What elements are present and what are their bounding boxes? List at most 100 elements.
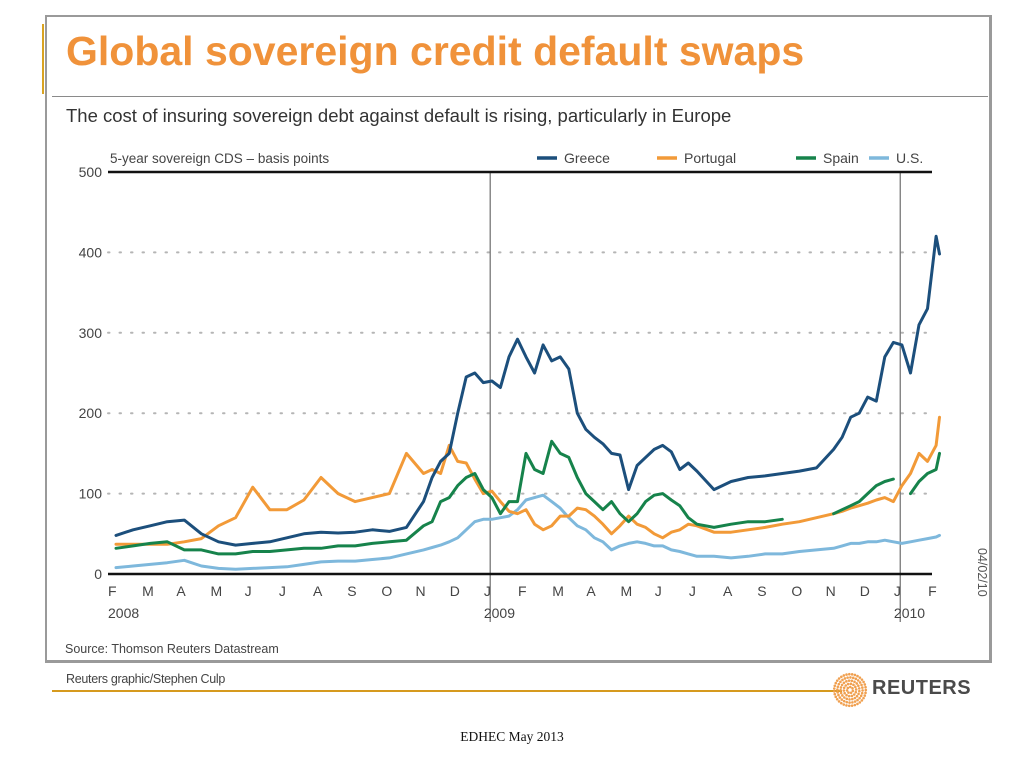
x-tick-label: A — [586, 583, 596, 599]
logo-dot — [847, 694, 851, 698]
x-tick-label: M — [621, 583, 633, 599]
chart-title: Global sovereign credit default swaps — [66, 28, 805, 74]
logo-dot — [842, 699, 846, 703]
logo-dot — [850, 704, 854, 707]
credit-rule — [52, 690, 842, 692]
x-tick-label: J — [689, 583, 696, 599]
logo-dot — [847, 679, 851, 682]
x-tick-label: O — [791, 583, 802, 599]
legend-item: Portugal — [657, 150, 736, 166]
legend-label: Spain — [823, 150, 859, 166]
x-tick-label: D — [860, 583, 870, 599]
logo-dot — [851, 701, 854, 704]
legend-item: Greece — [537, 150, 610, 166]
series-line-spain — [114, 439, 941, 556]
legend-item: U.S. — [869, 150, 923, 166]
logo-dot — [854, 690, 858, 694]
logo-dot — [844, 684, 848, 687]
source-note: Source: Thomson Reuters Datastream — [65, 642, 279, 656]
logo-dot — [837, 677, 841, 680]
x-tick-label: J — [894, 583, 901, 599]
logo-dot — [848, 701, 851, 704]
logo-dot — [847, 704, 851, 708]
logo-dot — [858, 696, 861, 700]
series-line-us — [114, 493, 941, 571]
logo-dot — [853, 696, 857, 700]
logo-dot — [849, 676, 852, 679]
reuters-dots-icon — [832, 672, 868, 708]
logo-dot — [860, 683, 863, 687]
x-tick-label: M — [552, 583, 564, 599]
logo-dot — [840, 675, 843, 679]
logo-dot — [857, 692, 860, 696]
y-axis-title: 5-year sovereign CDS – basis points — [110, 151, 329, 166]
x-year-label: 2008 — [108, 605, 139, 621]
logo-dot — [846, 682, 850, 686]
logo-dot — [861, 686, 864, 689]
logo-dot — [862, 696, 865, 700]
logo-dot — [853, 680, 856, 684]
logo-dot — [856, 674, 859, 678]
logo-dot — [840, 683, 844, 687]
logo-dot — [856, 679, 860, 682]
logo-dot — [858, 689, 861, 693]
logo-dot — [861, 689, 864, 692]
logo-dot — [836, 685, 840, 689]
logo-dot — [860, 678, 864, 681]
logo-dot — [839, 688, 842, 692]
logo-dot — [863, 683, 867, 686]
series-line-greece — [114, 234, 941, 547]
graphic-credit: Reuters graphic/Stephen Culp — [66, 672, 226, 686]
series-line-portugal — [114, 415, 941, 546]
logo-dot — [852, 693, 856, 696]
logo-dot — [850, 673, 854, 676]
x-tick-label: A — [723, 583, 733, 599]
logo-dot — [834, 695, 838, 699]
logo-dot — [837, 682, 841, 686]
logo-dot — [839, 701, 843, 705]
x-tick-label: D — [450, 583, 460, 599]
x-tick-label: O — [381, 583, 392, 599]
legend-item: Spain — [796, 150, 859, 166]
logo-dot — [851, 697, 854, 701]
accent-bar — [42, 24, 44, 94]
logo-dot — [851, 689, 855, 693]
logo-dot — [842, 686, 846, 690]
logo-dot — [839, 680, 842, 684]
logo-dot — [841, 694, 844, 697]
x-tick-label: M — [211, 583, 223, 599]
x-tick-label: J — [655, 583, 662, 599]
reuters-wordmark: REUTERS — [872, 677, 972, 699]
y-tick-label: 200 — [79, 405, 103, 421]
logo-dot — [847, 691, 850, 694]
logo-dot — [842, 703, 846, 706]
x-tick-label: N — [826, 583, 836, 599]
logo-dot — [845, 697, 849, 701]
x-tick-label: J — [245, 583, 252, 599]
logo-dot — [846, 686, 850, 690]
y-tick-label: 400 — [79, 244, 103, 260]
logo-dot — [832, 687, 836, 690]
logo-dot — [834, 681, 838, 685]
logo-dot — [856, 698, 859, 702]
x-tick-label: J — [484, 583, 491, 599]
logo-dot — [835, 679, 839, 682]
logo-dot — [843, 677, 847, 680]
y-tick-label: 300 — [79, 325, 103, 341]
logo-dot — [858, 681, 862, 684]
logo-dot — [845, 700, 849, 704]
logo-dot — [859, 694, 863, 698]
logo-dot — [857, 684, 860, 688]
logo-dot — [845, 704, 848, 707]
logo-dot — [852, 683, 855, 687]
logo-dot — [833, 684, 837, 688]
reuters-logo: REUTERS — [830, 672, 980, 710]
x-axis-year-labels: 2008 2009 2010 — [108, 605, 925, 621]
logo-dot — [842, 674, 846, 677]
logo-dot — [848, 698, 851, 701]
year-dividers — [489, 172, 901, 622]
logo-dot — [839, 691, 843, 695]
logo-dot — [842, 681, 846, 685]
logo-dot — [864, 688, 868, 692]
